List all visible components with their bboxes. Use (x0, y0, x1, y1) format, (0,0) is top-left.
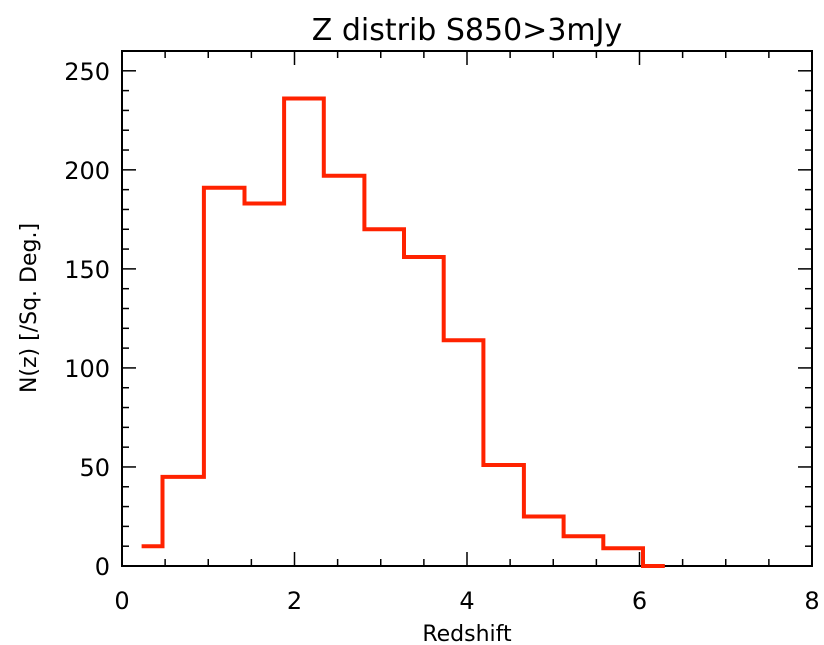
x-axis-label: Redshift (422, 622, 512, 645)
plot-frame (121, 50, 813, 567)
chart-title: Z distrib S850>3mJy (312, 13, 622, 48)
y-tick-label: 150 (64, 256, 110, 284)
x-tick-label: 8 (804, 587, 819, 615)
y-tick-label: 50 (79, 454, 110, 482)
x-tick-label: 6 (632, 587, 647, 615)
y-tick-label: 0 (95, 553, 110, 581)
histogram-line (141, 96, 665, 568)
y-tick-label: 250 (64, 58, 110, 86)
y-tick-label: 100 (64, 355, 110, 383)
tick-marks (121, 50, 813, 567)
y-tick-label: 200 (64, 157, 110, 185)
x-tick-label: 0 (114, 587, 129, 615)
x-tick-labels: 0 2 4 6 8 (114, 587, 819, 615)
y-tick-labels: 0 50 100 150 200 250 (64, 58, 110, 581)
y-axis-label: N(z) [/Sq. Deg.] (17, 223, 42, 393)
x-tick-label: 4 (459, 587, 474, 615)
x-tick-label: 2 (287, 587, 302, 615)
